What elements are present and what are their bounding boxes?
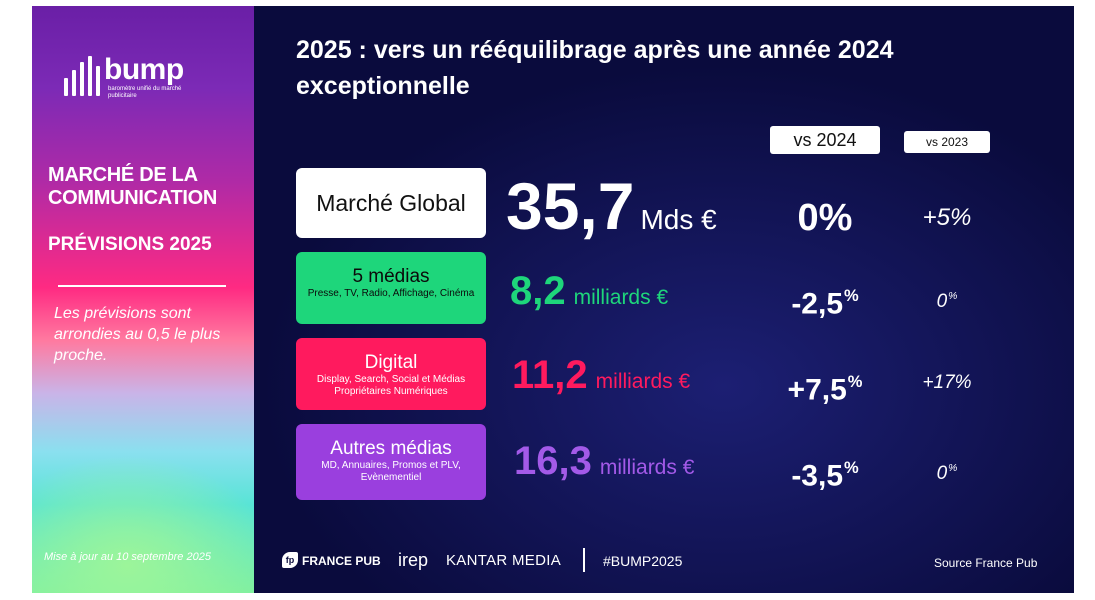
logo-bar-icon [72, 70, 76, 96]
change-vs2023-global: +5% [922, 204, 972, 231]
source-label: Source France Pub [934, 556, 1038, 570]
value-5-medias: 8,2 milliards € [510, 268, 668, 321]
category-pill-5-medias: 5 médias Presse, TV, Radio, Affichage, C… [296, 252, 486, 324]
update-date: Mise à jour au 10 septembre 2025 [44, 551, 211, 563]
category-description: MD, Annuaires, Promos et PLV, Evènementi… [321, 460, 461, 483]
logo-bar-icon [88, 56, 92, 96]
value-global: 35,7 Mds € [506, 170, 717, 256]
france-pub-logo-icon: fp [282, 552, 298, 568]
change-vs2024-global: 0% [797, 197, 853, 239]
percent-sign: % [844, 287, 859, 305]
percent-sign: % [844, 459, 859, 477]
column-header-vs2023: vs 2023 [904, 131, 990, 153]
footer-divider [583, 548, 585, 572]
change-value: -3,5 [791, 459, 844, 493]
category-pill-digital: Digital Display, Search, Social et Média… [296, 338, 486, 410]
value-digital: 11,2 milliards € [512, 352, 690, 405]
kantar-media-logo: KANTAR MEDIA [446, 552, 562, 569]
sidebar-divider [58, 285, 226, 287]
sidebar-title-line1: MARCHÉ DE LA [48, 164, 198, 186]
change-value: -2,5 [791, 287, 844, 321]
logo-bar-icon [64, 78, 68, 96]
value-unit: milliards € [595, 370, 691, 393]
main-panel: 2025 : vers un rééquilibrage après une a… [254, 6, 1074, 593]
bump-logo: bump baromètre unifié du marché publicit… [62, 54, 202, 104]
change-vs2023-autres-medias: 0% [904, 458, 990, 485]
value-number: 8,2 [510, 269, 566, 313]
percent-sign: % [948, 291, 958, 302]
sidebar-title: MARCHÉ DE LA COMMUNICATION [48, 164, 217, 210]
infographic-slide: bump baromètre unifié du marché publicit… [32, 6, 1074, 593]
slide-title: 2025 : vers un rééquilibrage après une a… [296, 36, 894, 100]
change-value: +7,5 [787, 373, 847, 407]
category-description: Presse, TV, Radio, Affichage, Cinéma [307, 288, 475, 299]
irep-logo: irep [398, 550, 429, 570]
category-pill-autres-medias: Autres médias MD, Annuaires, Promos et P… [296, 424, 486, 500]
france-pub-logo: FRANCE PUB [302, 554, 381, 568]
logo-subtitle: baromètre unifié du marché publicitaire [108, 86, 182, 99]
change-vs2024-digital: +7,5% [770, 364, 880, 408]
value-number: 35,7 [506, 169, 635, 243]
category-name: Autres médias [330, 438, 452, 459]
logo-bar-icon [80, 62, 84, 96]
hashtag: #BUMP2025 [603, 553, 683, 569]
value-number: 16,3 [514, 439, 592, 483]
category-name: Marché Global [316, 190, 466, 216]
logo-word: bump [104, 53, 184, 86]
category-name: 5 médias [352, 266, 430, 287]
sidebar-subtitle: PRÉVISIONS 2025 [48, 234, 212, 255]
column-header-vs2024: vs 2024 [770, 126, 880, 154]
percent-sign: % [847, 373, 863, 391]
logo-bar-icon [96, 66, 100, 96]
value-unit: Mds € [640, 204, 717, 235]
value-unit: milliards € [573, 286, 669, 309]
sidebar: bump baromètre unifié du marché publicit… [32, 6, 254, 593]
value-unit: milliards € [599, 456, 695, 479]
category-pill-global: Marché Global [296, 168, 486, 238]
change-value: 0 [936, 462, 948, 484]
change-vs2024-autres-medias: -3,5% [770, 450, 880, 494]
value-number: 11,2 [512, 353, 588, 397]
change-vs2023-5-medias: 0% [904, 286, 990, 313]
change-value: 0 [936, 290, 948, 312]
category-name: Digital [364, 352, 418, 373]
category-description: Display, Search, Social et Médias Propri… [316, 374, 466, 397]
value-autres-medias: 16,3 milliards € [514, 438, 694, 491]
sidebar-title-line2: COMMUNICATION [48, 187, 218, 209]
percent-sign: % [948, 463, 958, 474]
change-vs2023-digital: +17% [922, 372, 972, 393]
rounding-note: Les prévisions sont arrondies au 0,5 le … [54, 305, 221, 364]
change-vs2024-5-medias: -2,5% [770, 278, 880, 322]
